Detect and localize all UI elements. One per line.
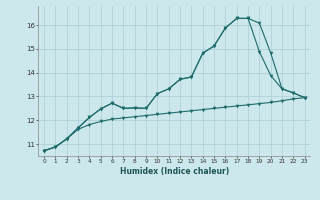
X-axis label: Humidex (Indice chaleur): Humidex (Indice chaleur) [120,167,229,176]
